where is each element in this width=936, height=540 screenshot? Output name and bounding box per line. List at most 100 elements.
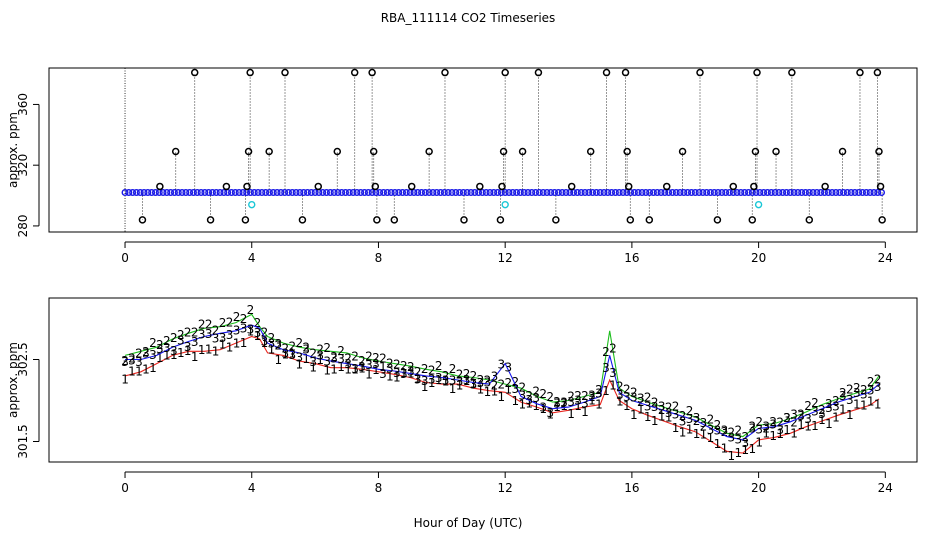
top-flagged-point bbox=[476, 182, 484, 191]
series-point-1: 1 bbox=[247, 324, 255, 338]
series-point-3: 3 bbox=[219, 331, 227, 345]
series-point-2: 2 bbox=[707, 412, 715, 426]
series-point-3: 3 bbox=[254, 326, 262, 340]
top-flagged-point bbox=[501, 68, 509, 77]
series-point-3: 3 bbox=[609, 366, 617, 380]
top-baseline-point bbox=[878, 189, 886, 197]
top-flagged-point bbox=[621, 68, 630, 77]
series-point-1: 1 bbox=[351, 363, 359, 377]
series-point-2: 2 bbox=[602, 345, 610, 359]
series-point-2: 2 bbox=[853, 381, 861, 395]
series-point-3: 3 bbox=[616, 388, 624, 402]
series-point-3: 3 bbox=[163, 341, 171, 355]
series-point-2: 2 bbox=[790, 415, 798, 429]
series-point-1: 1 bbox=[170, 348, 178, 362]
series-point-3: 3 bbox=[867, 383, 875, 397]
series-point-3: 3 bbox=[421, 374, 429, 388]
series-point-2: 2 bbox=[163, 334, 171, 348]
series-point-2: 2 bbox=[149, 336, 157, 350]
top-baseline-point bbox=[208, 189, 216, 197]
top-baseline-point bbox=[323, 189, 331, 197]
series-point-3: 3 bbox=[463, 373, 471, 387]
top-baseline-point bbox=[585, 189, 593, 197]
top-y-tick-label: 360 bbox=[16, 93, 30, 116]
top-flagged-point bbox=[425, 147, 433, 156]
series-point-3: 3 bbox=[644, 400, 652, 414]
series-point-1: 1 bbox=[832, 411, 840, 425]
top-baseline-point bbox=[471, 189, 479, 197]
top-baseline-point bbox=[535, 189, 543, 197]
series-point-1: 1 bbox=[616, 395, 624, 409]
series-point-3: 3 bbox=[484, 376, 492, 390]
series-point-1: 1 bbox=[532, 399, 540, 413]
series-point-3: 3 bbox=[261, 334, 269, 348]
series-point-2: 2 bbox=[393, 358, 401, 372]
series-point-1: 1 bbox=[275, 353, 283, 367]
top-baseline-point bbox=[303, 189, 311, 197]
series-point-2: 2 bbox=[463, 367, 471, 381]
series-point-1: 1 bbox=[337, 360, 345, 374]
top-baseline-point bbox=[767, 189, 775, 197]
top-baseline-point bbox=[174, 189, 182, 197]
series-point-2: 2 bbox=[421, 362, 429, 376]
series-point-1: 1 bbox=[442, 374, 450, 388]
series-point-1: 1 bbox=[198, 343, 206, 357]
series-point-1: 1 bbox=[156, 351, 164, 365]
top-flagged-point bbox=[856, 68, 864, 77]
top-baseline-point bbox=[418, 189, 426, 197]
top-baseline-point bbox=[714, 189, 722, 197]
series-point-3: 3 bbox=[797, 409, 805, 423]
series-point-3: 3 bbox=[567, 395, 575, 409]
series-point-2: 2 bbox=[240, 312, 248, 326]
series-point-3: 3 bbox=[295, 351, 303, 365]
top-x-tick-label: 20 bbox=[751, 251, 766, 265]
series-point-2: 2 bbox=[637, 395, 645, 409]
series-point-3: 3 bbox=[477, 376, 485, 390]
top-x-tick-label: 0 bbox=[121, 251, 129, 265]
series-point-2: 2 bbox=[498, 378, 506, 392]
top-baseline-point bbox=[733, 189, 741, 197]
series-point-2: 2 bbox=[832, 394, 840, 408]
series-point-3: 3 bbox=[539, 400, 547, 414]
top-flagged-point bbox=[626, 216, 635, 224]
top-baseline-point bbox=[326, 189, 334, 197]
series-point-2: 2 bbox=[623, 383, 631, 397]
top-baseline-point bbox=[763, 189, 771, 197]
series-point-3: 3 bbox=[518, 389, 526, 403]
top-flagged-point bbox=[496, 216, 505, 224]
top-baseline-point bbox=[630, 189, 638, 197]
series-point-3: 3 bbox=[149, 348, 157, 362]
top-flagged-point bbox=[441, 68, 449, 77]
series-point-1: 1 bbox=[700, 428, 708, 442]
bottom-y-axis: 301.5 302.5 bbox=[16, 342, 40, 459]
top-panel: 0 4 8 12 16 20 24 280 320 360 approx. ppm bbox=[6, 67, 918, 265]
top-baseline-point bbox=[604, 189, 612, 197]
top-baseline-point bbox=[570, 189, 578, 197]
series-point-2: 2 bbox=[121, 354, 129, 368]
top-flagged-point bbox=[878, 216, 886, 224]
top-baseline-point bbox=[798, 189, 806, 197]
series-point-2: 2 bbox=[184, 326, 192, 340]
series-point-2: 2 bbox=[511, 375, 519, 389]
series-point-2: 2 bbox=[686, 404, 694, 418]
top-baseline-point bbox=[144, 189, 152, 197]
top-baseline-point bbox=[855, 189, 863, 197]
series-point-3: 3 bbox=[330, 352, 338, 366]
series-point-2: 2 bbox=[435, 359, 443, 373]
series-point-3: 3 bbox=[351, 362, 359, 376]
series-point-2: 2 bbox=[233, 310, 241, 324]
series-point-1: 1 bbox=[358, 361, 366, 375]
top-baseline-point bbox=[566, 189, 574, 197]
series-point-2: 2 bbox=[797, 408, 805, 422]
series-point-2: 2 bbox=[191, 326, 199, 340]
series-point-1: 1 bbox=[135, 365, 143, 379]
top-baseline-point bbox=[703, 189, 711, 197]
top-baseline-point bbox=[357, 189, 365, 197]
top-flagged-point bbox=[750, 182, 758, 191]
series-point-3: 3 bbox=[804, 412, 812, 426]
series-point-2: 2 bbox=[219, 316, 227, 330]
series-point-2: 2 bbox=[456, 367, 464, 381]
series-point-3: 3 bbox=[721, 423, 729, 437]
series-3: 3 3 33 3 3 3 33 3 33 3 3 3 3 3 3 3 33 3 33 3 333 3 3 3 3 3 3 3 3 33 3 3… bbox=[121, 322, 881, 450]
series-point-3: 3 bbox=[226, 328, 234, 342]
